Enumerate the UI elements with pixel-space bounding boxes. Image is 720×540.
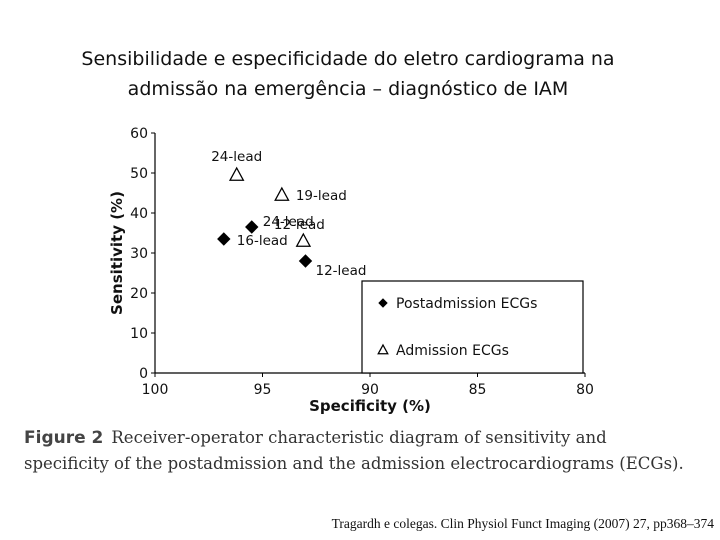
x-tick-label: 100	[142, 382, 169, 398]
x-tick-label: 80	[576, 382, 594, 398]
point-admission	[295, 232, 312, 247]
slide-title-line-1: Sensibilidade e especificidade do eletro…	[81, 48, 615, 70]
figure-caption-text: Receiver-operator characteristic diagram…	[24, 428, 684, 473]
y-tick-label: 0	[139, 366, 148, 382]
figure-label: Figure 2	[24, 428, 104, 448]
legend-box	[361, 280, 584, 374]
point-label: 12-lead	[316, 263, 367, 279]
y-tick-label: 20	[130, 286, 148, 302]
point-postadmission	[245, 220, 259, 234]
source-citation: Tragardh e colegas. Clin Physiol Funct I…	[331, 516, 714, 531]
legend-marker-admission	[377, 343, 389, 355]
x-tick-label: 95	[254, 382, 272, 398]
y-tick-label: 40	[130, 206, 148, 222]
point-label: 16-lead	[237, 233, 288, 249]
point-admission	[228, 166, 245, 181]
slide-title-line-2: admissão na emergência – diagnóstico de …	[127, 78, 569, 100]
legend-label: Postadmission ECGs	[396, 296, 537, 312]
point-postadmission	[298, 254, 313, 268]
point-label: 19-lead	[296, 188, 347, 204]
y-tick-label: 30	[130, 246, 148, 262]
x-tick-label: 90	[361, 382, 379, 398]
y-tick-label: 50	[130, 166, 148, 182]
slide-title: Sensibilidade e especificidade do eletro…	[0, 44, 696, 104]
point-label: 24-lead	[263, 214, 314, 230]
point-label: 12-lead	[274, 217, 325, 233]
y-tick-label: 60	[130, 126, 148, 142]
point-postadmission	[217, 232, 231, 246]
figure-caption: Figure 2 Receiver-operator characteristic…	[24, 425, 684, 476]
y-axis-label: Sensitivity (%)	[108, 191, 126, 315]
point-admission	[274, 186, 290, 201]
y-tick-label: 10	[130, 326, 148, 342]
x-tick-label: 85	[469, 382, 487, 398]
legend-label: Admission ECGs	[396, 343, 509, 359]
x-axis-label: Specificity (%)	[309, 397, 431, 415]
legend-marker-postadmission	[378, 298, 388, 308]
scatter-chart: 0 10 20 30 40 50 60 100 95 90 85 80 Specificity (%) S…	[108, 126, 594, 415]
point-label: 24-lead	[211, 149, 262, 165]
